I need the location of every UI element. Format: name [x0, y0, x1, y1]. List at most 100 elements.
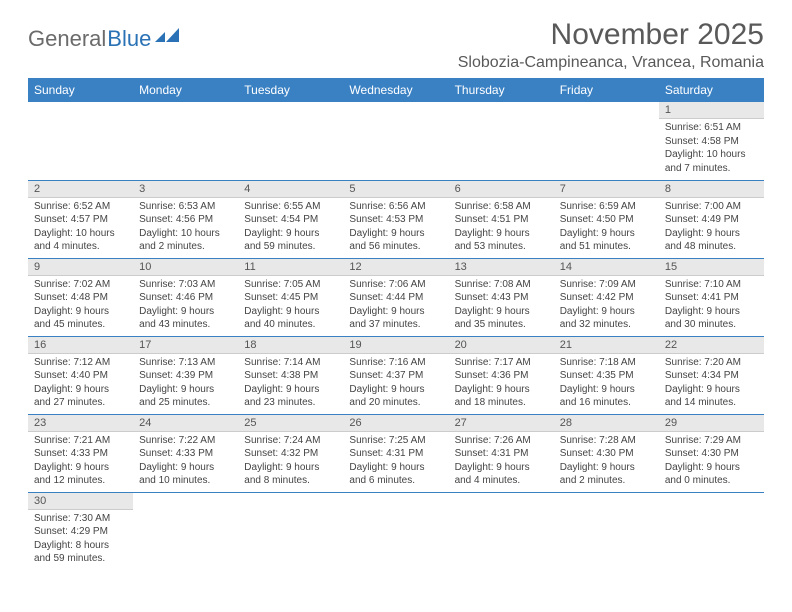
sunset-text: Sunset: 4:42 PM: [560, 291, 653, 305]
calendar-day-cell: 27Sunrise: 7:26 AMSunset: 4:31 PMDayligh…: [449, 414, 554, 492]
calendar-day-cell: 4Sunrise: 6:55 AMSunset: 4:54 PMDaylight…: [238, 180, 343, 258]
daylight-text: Daylight: 9 hours and 23 minutes.: [244, 383, 337, 410]
sunrise-text: Sunrise: 7:30 AM: [34, 512, 127, 526]
sunset-text: Sunset: 4:44 PM: [349, 291, 442, 305]
calendar-day-cell: [238, 102, 343, 180]
day-number: 4: [238, 181, 343, 198]
sunset-text: Sunset: 4:31 PM: [349, 447, 442, 461]
sunset-text: Sunset: 4:33 PM: [139, 447, 232, 461]
day-details: Sunrise: 7:29 AMSunset: 4:30 PMDaylight:…: [659, 432, 764, 492]
calendar-week-row: 30Sunrise: 7:30 AMSunset: 4:29 PMDayligh…: [28, 492, 764, 570]
sunset-text: Sunset: 4:38 PM: [244, 369, 337, 383]
day-number: 21: [554, 337, 659, 354]
sunrise-text: Sunrise: 7:28 AM: [560, 434, 653, 448]
sunrise-text: Sunrise: 6:59 AM: [560, 200, 653, 214]
calendar-day-cell: [659, 492, 764, 570]
day-number: 2: [28, 181, 133, 198]
day-details: Sunrise: 7:17 AMSunset: 4:36 PMDaylight:…: [449, 354, 554, 414]
calendar-day-cell: 15Sunrise: 7:10 AMSunset: 4:41 PMDayligh…: [659, 258, 764, 336]
day-details: Sunrise: 7:05 AMSunset: 4:45 PMDaylight:…: [238, 276, 343, 336]
month-title: November 2025: [458, 18, 764, 52]
daylight-text: Daylight: 10 hours and 2 minutes.: [139, 227, 232, 254]
calendar-day-cell: 19Sunrise: 7:16 AMSunset: 4:37 PMDayligh…: [343, 336, 448, 414]
day-details: Sunrise: 7:06 AMSunset: 4:44 PMDaylight:…: [343, 276, 448, 336]
sunrise-text: Sunrise: 7:00 AM: [665, 200, 758, 214]
sunrise-text: Sunrise: 6:51 AM: [665, 121, 758, 135]
daylight-text: Daylight: 9 hours and 6 minutes.: [349, 461, 442, 488]
calendar-day-cell: [554, 492, 659, 570]
day-details: Sunrise: 6:56 AMSunset: 4:53 PMDaylight:…: [343, 198, 448, 258]
calendar-day-cell: 25Sunrise: 7:24 AMSunset: 4:32 PMDayligh…: [238, 414, 343, 492]
day-number: 1: [659, 102, 764, 119]
sunset-text: Sunset: 4:49 PM: [665, 213, 758, 227]
sunrise-text: Sunrise: 7:16 AM: [349, 356, 442, 370]
daylight-text: Daylight: 9 hours and 8 minutes.: [244, 461, 337, 488]
calendar-day-cell: 6Sunrise: 6:58 AMSunset: 4:51 PMDaylight…: [449, 180, 554, 258]
day-details: Sunrise: 7:20 AMSunset: 4:34 PMDaylight:…: [659, 354, 764, 414]
sunrise-text: Sunrise: 6:56 AM: [349, 200, 442, 214]
sunrise-text: Sunrise: 6:55 AM: [244, 200, 337, 214]
daylight-text: Daylight: 9 hours and 16 minutes.: [560, 383, 653, 410]
calendar-page: GeneralBlue November 2025 Slobozia-Campi…: [0, 0, 792, 588]
day-number: 17: [133, 337, 238, 354]
day-number: 5: [343, 181, 448, 198]
sunset-text: Sunset: 4:58 PM: [665, 135, 758, 149]
calendar-day-cell: 16Sunrise: 7:12 AMSunset: 4:40 PMDayligh…: [28, 336, 133, 414]
calendar-day-cell: 11Sunrise: 7:05 AMSunset: 4:45 PMDayligh…: [238, 258, 343, 336]
day-details: Sunrise: 7:30 AMSunset: 4:29 PMDaylight:…: [28, 510, 133, 570]
calendar-day-cell: [449, 492, 554, 570]
day-number: 10: [133, 259, 238, 276]
day-details: Sunrise: 6:55 AMSunset: 4:54 PMDaylight:…: [238, 198, 343, 258]
day-number: 22: [659, 337, 764, 354]
calendar-day-cell: 1Sunrise: 6:51 AMSunset: 4:58 PMDaylight…: [659, 102, 764, 180]
daylight-text: Daylight: 9 hours and 37 minutes.: [349, 305, 442, 332]
calendar-day-cell: 5Sunrise: 6:56 AMSunset: 4:53 PMDaylight…: [343, 180, 448, 258]
weekday-header: Sunday: [28, 78, 133, 102]
calendar-day-cell: [554, 102, 659, 180]
calendar-day-cell: [343, 492, 448, 570]
sunrise-text: Sunrise: 7:24 AM: [244, 434, 337, 448]
day-details: Sunrise: 7:00 AMSunset: 4:49 PMDaylight:…: [659, 198, 764, 258]
weekday-header: Saturday: [659, 78, 764, 102]
day-number: 20: [449, 337, 554, 354]
logo-text-2: Blue: [107, 26, 151, 52]
calendar-day-cell: 24Sunrise: 7:22 AMSunset: 4:33 PMDayligh…: [133, 414, 238, 492]
logo: GeneralBlue: [28, 26, 181, 52]
day-details: Sunrise: 7:14 AMSunset: 4:38 PMDaylight:…: [238, 354, 343, 414]
calendar-day-cell: [133, 492, 238, 570]
sunrise-text: Sunrise: 6:52 AM: [34, 200, 127, 214]
calendar-day-cell: 7Sunrise: 6:59 AMSunset: 4:50 PMDaylight…: [554, 180, 659, 258]
calendar-day-cell: 2Sunrise: 6:52 AMSunset: 4:57 PMDaylight…: [28, 180, 133, 258]
calendar-day-cell: 8Sunrise: 7:00 AMSunset: 4:49 PMDaylight…: [659, 180, 764, 258]
sunset-text: Sunset: 4:50 PM: [560, 213, 653, 227]
sunset-text: Sunset: 4:37 PM: [349, 369, 442, 383]
daylight-text: Daylight: 9 hours and 43 minutes.: [139, 305, 232, 332]
sunset-text: Sunset: 4:53 PM: [349, 213, 442, 227]
calendar-week-row: 1Sunrise: 6:51 AMSunset: 4:58 PMDaylight…: [28, 102, 764, 180]
sunrise-text: Sunrise: 7:26 AM: [455, 434, 548, 448]
day-number: 26: [343, 415, 448, 432]
day-details: Sunrise: 7:22 AMSunset: 4:33 PMDaylight:…: [133, 432, 238, 492]
sunset-text: Sunset: 4:51 PM: [455, 213, 548, 227]
calendar-day-cell: 21Sunrise: 7:18 AMSunset: 4:35 PMDayligh…: [554, 336, 659, 414]
sunset-text: Sunset: 4:57 PM: [34, 213, 127, 227]
day-details: Sunrise: 7:12 AMSunset: 4:40 PMDaylight:…: [28, 354, 133, 414]
sunrise-text: Sunrise: 7:14 AM: [244, 356, 337, 370]
header: GeneralBlue November 2025 Slobozia-Campi…: [28, 18, 764, 72]
sunset-text: Sunset: 4:32 PM: [244, 447, 337, 461]
daylight-text: Daylight: 9 hours and 48 minutes.: [665, 227, 758, 254]
calendar-day-cell: 13Sunrise: 7:08 AMSunset: 4:43 PMDayligh…: [449, 258, 554, 336]
daylight-text: Daylight: 9 hours and 18 minutes.: [455, 383, 548, 410]
calendar-table: Sunday Monday Tuesday Wednesday Thursday…: [28, 78, 764, 570]
calendar-day-cell: [343, 102, 448, 180]
calendar-day-cell: 22Sunrise: 7:20 AMSunset: 4:34 PMDayligh…: [659, 336, 764, 414]
sunset-text: Sunset: 4:56 PM: [139, 213, 232, 227]
daylight-text: Daylight: 9 hours and 56 minutes.: [349, 227, 442, 254]
weekday-header: Monday: [133, 78, 238, 102]
day-details: Sunrise: 7:18 AMSunset: 4:35 PMDaylight:…: [554, 354, 659, 414]
calendar-day-cell: 28Sunrise: 7:28 AMSunset: 4:30 PMDayligh…: [554, 414, 659, 492]
sunrise-text: Sunrise: 7:06 AM: [349, 278, 442, 292]
sunset-text: Sunset: 4:35 PM: [560, 369, 653, 383]
day-number: 14: [554, 259, 659, 276]
daylight-text: Daylight: 9 hours and 25 minutes.: [139, 383, 232, 410]
